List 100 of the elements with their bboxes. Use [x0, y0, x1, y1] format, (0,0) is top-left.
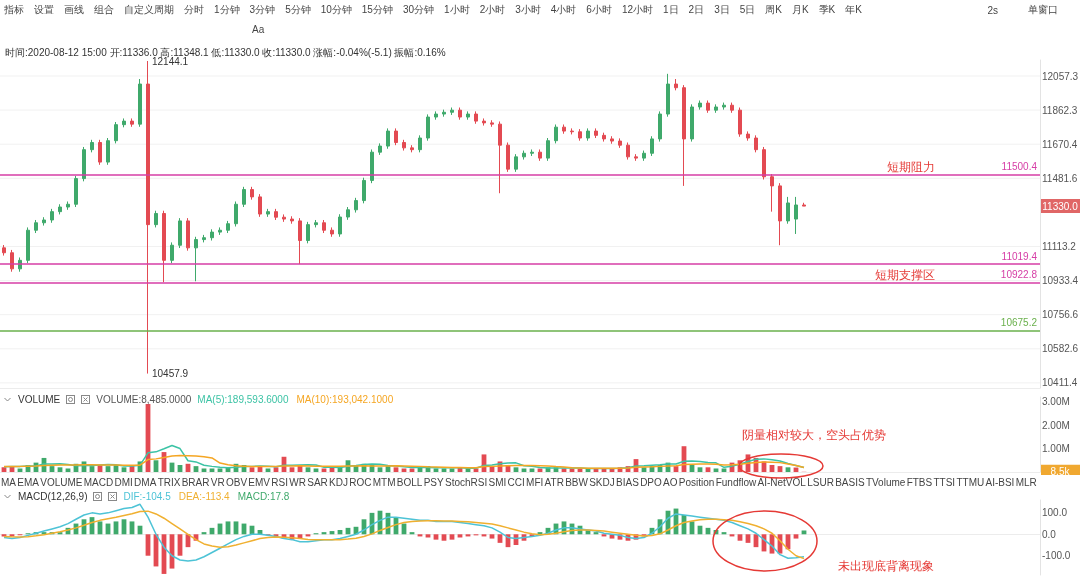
text: MFI	[526, 477, 544, 488]
y-tick-label: 11481.6	[1042, 172, 1078, 184]
text: 2日	[688, 3, 705, 17]
y-tick-label: -100.0	[1042, 550, 1071, 562]
text: 月K	[791, 3, 809, 17]
text: DMA	[134, 477, 157, 488]
text: 自定义周期	[124, 3, 174, 17]
text: PSY	[423, 477, 444, 488]
text: BASIS	[835, 477, 865, 488]
text: 单窗口	[1028, 3, 1058, 17]
text: 分时	[184, 3, 204, 17]
text: 4小时	[550, 3, 577, 17]
text: 30分钟	[402, 3, 435, 17]
text: EMA	[17, 477, 39, 488]
text: 年K	[845, 3, 862, 17]
text: TVolume	[865, 477, 906, 488]
text: BOLL	[396, 477, 423, 488]
y-tick-label: 10582.6	[1042, 343, 1079, 355]
text: 1小时	[444, 3, 470, 17]
text: 周K	[765, 3, 782, 17]
text: EMV	[248, 477, 271, 488]
y-tick-label: 1.00M	[1042, 443, 1070, 455]
text: 10分钟	[320, 3, 352, 17]
y-tick-label: 11670.4	[1042, 138, 1078, 150]
text: 2s	[987, 4, 998, 16]
annotation: 10457.9	[152, 368, 189, 380]
text: Position	[678, 477, 715, 488]
text: MA(10):193,042.1000	[296, 394, 394, 405]
text: Fundflow	[715, 477, 757, 488]
text: 1分钟	[214, 3, 240, 17]
y-tick-label: 100.0	[1042, 507, 1068, 519]
text: MA(5):189,593.6000	[197, 394, 289, 405]
y-tick-label: 2.00M	[1042, 419, 1070, 431]
text: 2小时	[479, 3, 506, 17]
text: 3小时	[515, 3, 541, 17]
text: 1日	[663, 3, 679, 17]
chart-title: VOLUME	[18, 394, 61, 405]
text: 画线	[64, 3, 84, 17]
text: MACD	[83, 477, 114, 488]
text: 组合	[94, 3, 114, 17]
y-tick-label: 12057.3	[1042, 70, 1079, 82]
ref-line-label: 11019.4	[1001, 250, 1038, 262]
annotation: 12144.1	[152, 55, 189, 67]
series-label: DIF:-104.5	[123, 491, 171, 502]
text: MLR	[1015, 477, 1037, 488]
chart-title: 时间:2020-08-12 15:00 开:11336.0 高:11348.1 低:11330.0 收:11330.0 涨幅:-0.04%(-5.1) 振幅:0.16%	[5, 46, 446, 58]
y-tick-label: 0.0	[1042, 528, 1057, 540]
ref-line-label: 10675.2	[1000, 317, 1038, 329]
text: 指标	[4, 3, 24, 17]
text: OBV	[225, 477, 248, 488]
chart-title: MACD(12,26,9)	[18, 491, 88, 502]
text: ROC	[349, 477, 372, 488]
text: SAR	[307, 477, 328, 488]
text: DEA:-113.4	[178, 491, 230, 502]
text: VOLUME	[40, 477, 83, 488]
text: 5日	[739, 3, 756, 17]
text: KDJ	[329, 477, 348, 488]
annotation: 未出现底背离现象	[838, 558, 934, 575]
text: VR	[210, 477, 225, 488]
annotation: 阴量相对较大，空头占优势	[742, 427, 886, 444]
y-tick-label: 3.00M	[1042, 396, 1070, 408]
annotation: 8.5k	[1050, 466, 1071, 478]
text: TRIX	[157, 477, 181, 488]
text: Aa	[252, 24, 265, 35]
text: MTM	[372, 477, 396, 488]
text: SMI	[488, 477, 507, 488]
text: 11330.0	[1042, 200, 1079, 212]
text: 3日	[714, 3, 730, 17]
text: 3分钟	[249, 3, 276, 17]
annotation: 短期阻力	[887, 159, 935, 174]
text: BIAS	[616, 477, 639, 488]
text: AI-BSI	[985, 477, 1015, 488]
text: AO	[663, 477, 678, 488]
ref-line-label: 11500.4	[1001, 161, 1038, 173]
text: ATR	[544, 477, 564, 488]
text: FTBS	[906, 477, 933, 488]
y-tick-label: 11862.3	[1042, 104, 1078, 116]
text: 12小时	[621, 3, 653, 17]
text: StochRSI	[444, 477, 488, 488]
text: AI-NetVOL	[757, 477, 806, 488]
text: WR	[289, 477, 306, 488]
text: TTSI	[933, 477, 956, 488]
text: 6小时	[586, 3, 612, 17]
y-tick-label: 10411.4	[1042, 377, 1078, 389]
y-tick-label: 10933.4	[1042, 275, 1079, 287]
text: CCI	[507, 477, 525, 488]
text: SKDJ	[589, 477, 615, 488]
text: MA	[1, 477, 16, 488]
text: 15分钟	[361, 3, 393, 17]
y-tick-label: 10756.6	[1042, 309, 1079, 321]
text: 季K	[818, 3, 836, 17]
text: LSUR	[807, 477, 834, 488]
text: TTMU	[956, 477, 985, 488]
text: BRAR	[181, 477, 210, 488]
ref-line-label: 10922.8	[1000, 269, 1038, 281]
series-label: MACD:17.8	[237, 491, 290, 502]
text: BBW	[565, 477, 588, 488]
annotation: 短期支撑区	[875, 267, 935, 282]
text: DPO	[640, 477, 662, 488]
text: 5分钟	[285, 3, 311, 17]
